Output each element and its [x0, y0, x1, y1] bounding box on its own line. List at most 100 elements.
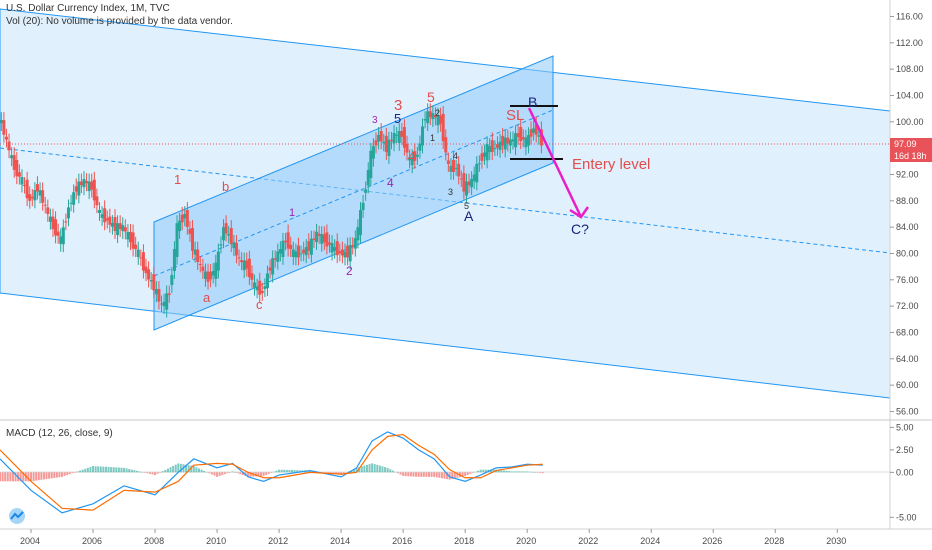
- macd-histogram-bar: [477, 470, 480, 473]
- candle-body: [203, 271, 207, 279]
- macd-histogram-bar: [272, 471, 275, 473]
- wave-label-4: 4: [387, 176, 394, 190]
- macd-histogram-bar: [104, 466, 107, 473]
- price-axis[interactable]: 56.00 60.00 64.00 68.00 72.00 76.00 80.00 84.00…: [890, 11, 924, 416]
- candle-body: [160, 303, 164, 305]
- candle-body: [382, 141, 386, 144]
- macd-histogram-bar: [247, 472, 250, 477]
- candle-body: [483, 152, 487, 157]
- candle-body: [240, 260, 244, 263]
- macd-histogram-bar: [257, 472, 260, 477]
- macd-histogram-bar: [205, 472, 208, 473]
- candle-body: [503, 137, 507, 150]
- wave-label-A: A: [464, 208, 474, 224]
- macd-histogram-bar: [58, 472, 61, 478]
- price-tick-label: 76.00: [896, 275, 919, 285]
- macd-histogram-bar: [528, 471, 531, 473]
- candle-body: [495, 144, 499, 148]
- candle-body: [488, 146, 492, 153]
- macd-histogram-bar: [489, 469, 492, 473]
- price-tick-label: 80.00: [896, 248, 919, 258]
- last-price-value: 97.09: [894, 139, 917, 149]
- candle-body: [46, 207, 50, 214]
- macd-histogram-bar: [6, 472, 9, 482]
- macd-histogram-bar: [399, 472, 402, 475]
- time-tick-label: 2018: [454, 536, 474, 546]
- candle-body: [237, 257, 241, 259]
- macd-histogram-bar: [130, 469, 133, 473]
- candle-body: [229, 228, 233, 245]
- macd-histogram-bar: [474, 471, 477, 473]
- macd-histogram-bar: [71, 472, 74, 474]
- wave-label-1: 1: [174, 172, 181, 187]
- macd-histogram-bar: [120, 467, 123, 473]
- candle-body: [514, 133, 518, 148]
- candle-body: [454, 167, 458, 169]
- candle-body: [61, 227, 65, 245]
- macd-histogram-bar: [505, 470, 508, 473]
- candle-body: [12, 155, 16, 170]
- macd-histogram-bar: [440, 472, 443, 479]
- candle-body: [100, 214, 104, 218]
- macd-histogram-bar: [190, 465, 193, 473]
- macd-histogram-bar: [433, 472, 436, 477]
- macd-axis[interactable]: -5.00 0.00 2.50 5.00: [890, 422, 917, 522]
- candle-body: [273, 258, 277, 260]
- price-tick-label: 116.00: [896, 11, 923, 21]
- candle-body: [170, 274, 174, 286]
- candle-body: [79, 181, 83, 186]
- candle-body: [38, 190, 42, 196]
- macd-histogram-bar: [446, 472, 449, 480]
- price-tick-label: 100.00: [896, 117, 924, 127]
- candle-body: [185, 210, 189, 227]
- macd-histogram-bar: [283, 469, 286, 473]
- time-tick-label: 2024: [640, 536, 660, 546]
- projection-arrow: [527, 107, 583, 218]
- macd-histogram-bar: [239, 472, 242, 475]
- candle-body: [105, 218, 109, 221]
- macd-histogram-bar: [430, 472, 433, 477]
- macd-histogram-bar: [412, 472, 415, 477]
- candle-body: [258, 280, 262, 295]
- macd-histogram-bar: [143, 472, 146, 473]
- candle-body: [242, 260, 246, 271]
- symbol-title[interactable]: U.S. Dollar Currency Index, 1M, TVC: [6, 3, 170, 14]
- candle-body: [322, 234, 326, 243]
- price-tick-label: 104.00: [896, 90, 924, 100]
- macd-title[interactable]: MACD (12, 26, close, 9): [6, 428, 113, 439]
- price-tick-label: 64.00: [896, 354, 919, 364]
- candle-body: [87, 181, 91, 192]
- macd-histogram-bar: [368, 464, 371, 473]
- candle-body: [51, 216, 55, 230]
- macd-histogram-bar: [208, 472, 211, 474]
- candle-body: [539, 129, 543, 146]
- candle-body: [56, 231, 60, 236]
- candle-body: [333, 247, 337, 251]
- macd-histogram-bar: [164, 469, 167, 473]
- macd-histogram-bar: [484, 469, 487, 473]
- candle-body: [72, 192, 76, 205]
- candle-body: [271, 258, 275, 275]
- candle-body: [369, 150, 373, 178]
- time-axis[interactable]: 2004 2006 2008 2010 2012 2014 2016 2018 2020 2022…: [20, 529, 846, 546]
- time-tick-label: 2004: [20, 536, 40, 546]
- tradingview-logo-icon[interactable]: [9, 508, 25, 524]
- wave-label-2-sub: 2: [435, 108, 440, 118]
- candle-body: [358, 210, 362, 236]
- macd-histogram-bar: [48, 472, 51, 479]
- candle-body: [498, 141, 502, 150]
- macd-histogram-bar: [502, 470, 505, 473]
- candle-body: [35, 184, 39, 192]
- candle-body: [116, 223, 120, 236]
- macd-histogram-bar: [32, 472, 35, 481]
- candle-body: [123, 227, 127, 232]
- macd-histogram-bar: [45, 472, 48, 480]
- candle-body: [312, 238, 316, 241]
- candle-body: [126, 231, 130, 240]
- macd-histogram-bar: [141, 472, 144, 473]
- macd-histogram-bar: [285, 469, 288, 473]
- candle-body: [15, 159, 19, 177]
- candle-body: [366, 170, 370, 186]
- candle-body: [446, 160, 450, 164]
